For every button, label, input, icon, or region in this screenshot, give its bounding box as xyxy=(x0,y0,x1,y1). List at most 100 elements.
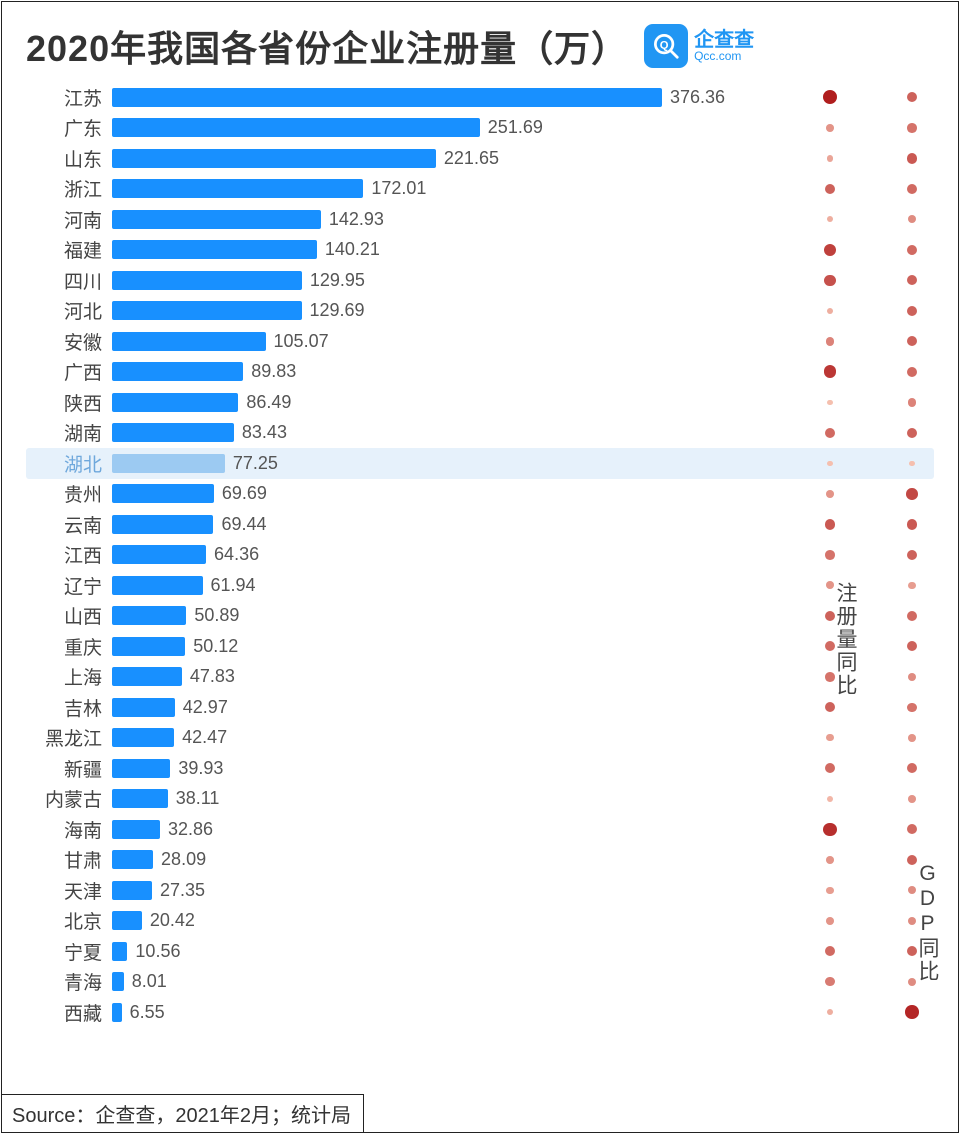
reg-dot xyxy=(827,155,834,162)
reg-dot xyxy=(826,337,835,346)
province-label: 宁夏 xyxy=(26,938,112,965)
gdp-dot xyxy=(907,245,917,255)
bar xyxy=(112,606,186,625)
bar-value: 10.56 xyxy=(127,941,180,962)
gdp-dot xyxy=(908,398,917,407)
bar-wrap: 20.42 xyxy=(112,906,934,937)
bar-value: 77.25 xyxy=(225,453,278,474)
reg-dot xyxy=(827,308,833,314)
reg-dot xyxy=(824,275,835,286)
bar-wrap: 50.89 xyxy=(112,601,934,632)
province-label: 陕西 xyxy=(26,389,112,416)
province-row: 贵州69.69 xyxy=(26,479,934,510)
bar xyxy=(112,850,153,869)
bar xyxy=(112,637,185,656)
bar xyxy=(112,759,170,778)
bar xyxy=(112,179,363,198)
province-row: 北京20.42 xyxy=(26,906,934,937)
bar-wrap: 221.65 xyxy=(112,143,934,174)
reg-dot xyxy=(826,917,834,925)
bar-wrap: 28.09 xyxy=(112,845,934,876)
reg-dot xyxy=(826,124,834,132)
gdp-dot xyxy=(907,123,917,133)
bar xyxy=(112,911,142,930)
province-label: 江苏 xyxy=(26,84,112,111)
bar-wrap: 172.01 xyxy=(112,174,934,205)
province-label: 重庆 xyxy=(26,633,112,660)
bar xyxy=(112,118,480,137)
province-label: 江西 xyxy=(26,541,112,568)
chart-container: 2020年我国各省份企业注册量（万） Q 企查查 Qcc.com 江苏376.3… xyxy=(1,1,959,1133)
gdp-dot xyxy=(908,673,916,681)
province-label: 湖北 xyxy=(26,450,112,477)
bar-wrap: 89.83 xyxy=(112,357,934,388)
bar xyxy=(112,576,203,595)
bar-wrap: 32.86 xyxy=(112,814,934,845)
bar xyxy=(112,972,124,991)
bar-wrap: 129.69 xyxy=(112,296,934,327)
bar-wrap: 8.01 xyxy=(112,967,934,998)
gdp-dot xyxy=(907,306,917,316)
reg-dot xyxy=(825,519,836,530)
province-row: 福建140.21 xyxy=(26,235,934,266)
bar-value: 39.93 xyxy=(170,758,223,779)
bar-wrap: 27.35 xyxy=(112,875,934,906)
province-row: 湖南83.43 xyxy=(26,418,934,449)
gdp-dot xyxy=(906,488,918,500)
reg-dot xyxy=(825,184,835,194)
bar xyxy=(112,423,234,442)
bar-wrap: 47.83 xyxy=(112,662,934,693)
province-row: 天津27.35 xyxy=(26,875,934,906)
bar-value: 140.21 xyxy=(317,239,380,260)
province-row: 陕西86.49 xyxy=(26,387,934,418)
province-label: 甘肃 xyxy=(26,846,112,873)
bar-value: 38.11 xyxy=(168,788,220,809)
bar xyxy=(112,789,168,808)
bar-value: 50.12 xyxy=(185,636,238,657)
bar-value: 28.09 xyxy=(153,849,206,870)
bar-wrap: 6.55 xyxy=(112,997,934,1028)
bar xyxy=(112,149,436,168)
province-row: 辽宁61.94 xyxy=(26,570,934,601)
logo-icon: Q xyxy=(644,24,688,68)
gdp-dot xyxy=(908,582,915,589)
bar xyxy=(112,454,225,473)
bar-value: 27.35 xyxy=(152,880,205,901)
bar xyxy=(112,332,266,351)
province-label: 河北 xyxy=(26,297,112,324)
logo-text: 企查查 Qcc.com xyxy=(694,30,754,62)
bar-wrap: 39.93 xyxy=(112,753,934,784)
bar xyxy=(112,240,317,259)
province-row: 云南69.44 xyxy=(26,509,934,540)
province-row: 黑龙江42.47 xyxy=(26,723,934,754)
bar-wrap: 38.11 xyxy=(112,784,934,815)
reg-dot xyxy=(826,490,834,498)
province-row: 江苏376.36 xyxy=(26,82,934,113)
bar-chart: 江苏376.36广东251.69山东221.65浙江172.01河南142.93… xyxy=(2,82,958,1028)
province-row: 山西50.89 xyxy=(26,601,934,632)
gdp-dot xyxy=(908,734,916,742)
bar xyxy=(112,667,182,686)
province-row: 河南142.93 xyxy=(26,204,934,235)
reg-dot xyxy=(826,887,833,894)
reg-dot xyxy=(825,977,834,986)
province-label: 广东 xyxy=(26,114,112,141)
bar-value: 83.43 xyxy=(234,422,287,443)
bar-value: 42.47 xyxy=(174,727,227,748)
province-row: 海南32.86 xyxy=(26,814,934,845)
province-row: 甘肃 28.09 xyxy=(26,845,934,876)
header: 2020年我国各省份企业注册量（万） Q 企查查 Qcc.com xyxy=(2,2,958,82)
reg-dot xyxy=(826,734,833,741)
bar xyxy=(112,881,152,900)
bar xyxy=(112,393,238,412)
province-row: 湖北 77.25 xyxy=(26,448,934,479)
svg-text:Q: Q xyxy=(660,40,669,52)
bar-value: 20.42 xyxy=(142,910,195,931)
source-label: Source：企查查，2021年2月；统计局 xyxy=(2,1094,364,1132)
reg-dot xyxy=(823,823,836,836)
province-label: 贵州 xyxy=(26,480,112,507)
province-row: 内蒙古38.11 xyxy=(26,784,934,815)
bar xyxy=(112,728,174,747)
province-label: 辽宁 xyxy=(26,572,112,599)
gdp-dot xyxy=(907,703,917,713)
